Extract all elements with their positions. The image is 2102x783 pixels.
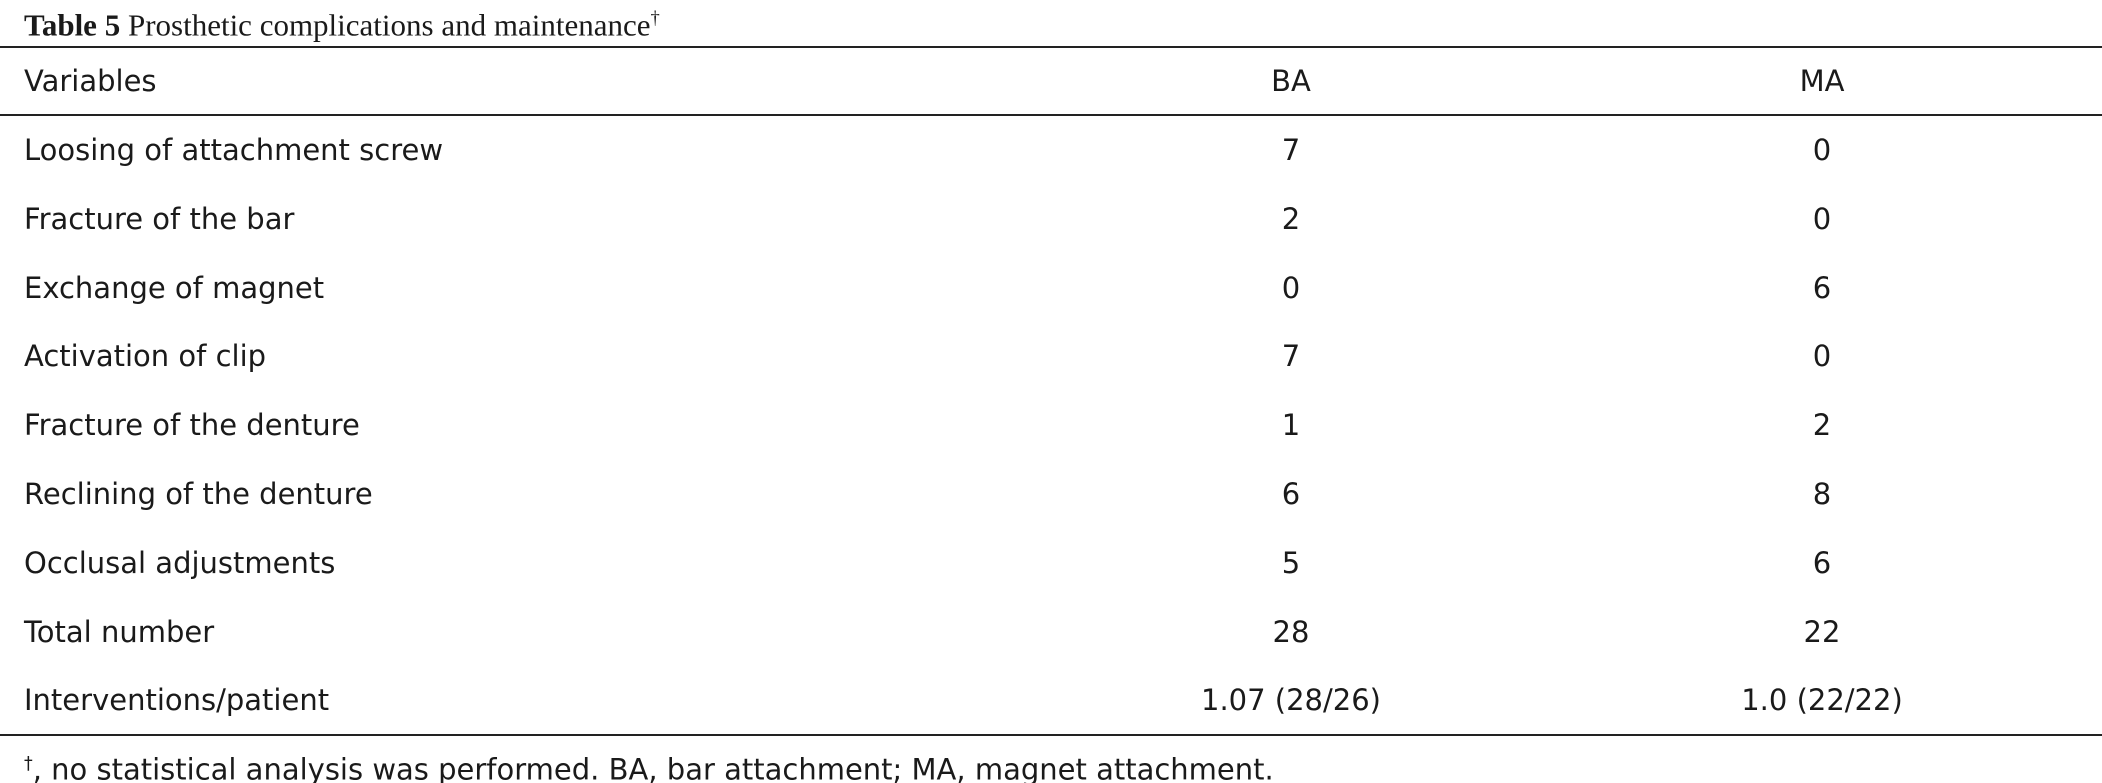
table-cell: 0 xyxy=(1812,201,1832,236)
table-cell: 0 xyxy=(1812,133,1832,167)
bottom-rule xyxy=(0,734,2102,736)
table-cell: 5 xyxy=(1281,545,1301,580)
table-cell: 0 xyxy=(1812,339,1832,374)
title-text: Prosthetic complications and maintenance xyxy=(127,7,651,43)
row-label: Fracture of the denture xyxy=(24,408,360,443)
table-cell: 28 xyxy=(1272,614,1310,649)
row-label: Occlusal adjustments xyxy=(24,545,336,580)
table-label: Table 5 xyxy=(24,7,121,43)
row-label: Exchange of magnet xyxy=(24,270,325,305)
header-rule xyxy=(0,114,2102,116)
footnote-mark: † xyxy=(24,754,33,774)
row-label: Activation of clip xyxy=(24,339,267,374)
top-rule xyxy=(0,46,2102,48)
table-cell: 6 xyxy=(1812,545,1832,580)
row-label: Interventions/patient xyxy=(24,683,330,718)
table-cell: 8 xyxy=(1812,477,1832,511)
table-cell: 2 xyxy=(1281,201,1301,236)
table-cell: 1 xyxy=(1281,408,1301,443)
table-cell: 7 xyxy=(1281,133,1301,167)
header-cell: MA xyxy=(1799,64,1845,98)
footnote-text: , no statistical analysis was performed.… xyxy=(32,752,1274,783)
table-cell: 2 xyxy=(1812,408,1832,443)
table-cell: 1.07 (28/26) xyxy=(1201,683,1381,718)
table-cell: 6 xyxy=(1281,477,1301,511)
table-title: Table 5 Prosthetic complications and mai… xyxy=(24,0,660,44)
table-cell: 0 xyxy=(1281,270,1301,305)
title-mark: † xyxy=(650,8,660,29)
header-cell: BA xyxy=(1271,64,1311,98)
table-cell: 1.0 (22/22) xyxy=(1741,683,1903,718)
table-cell: 22 xyxy=(1803,614,1841,649)
header-cell: Variables xyxy=(24,64,157,98)
footnote: †, no statistical analysis was performed… xyxy=(24,744,1274,783)
table-cell: 7 xyxy=(1281,339,1301,374)
table-cell: 6 xyxy=(1812,270,1832,305)
row-label: Loosing of attachment screw xyxy=(24,133,444,167)
row-label: Reclining of the denture xyxy=(24,477,373,511)
row-label: Fracture of the bar xyxy=(24,201,295,236)
row-label: Total number xyxy=(24,614,215,649)
